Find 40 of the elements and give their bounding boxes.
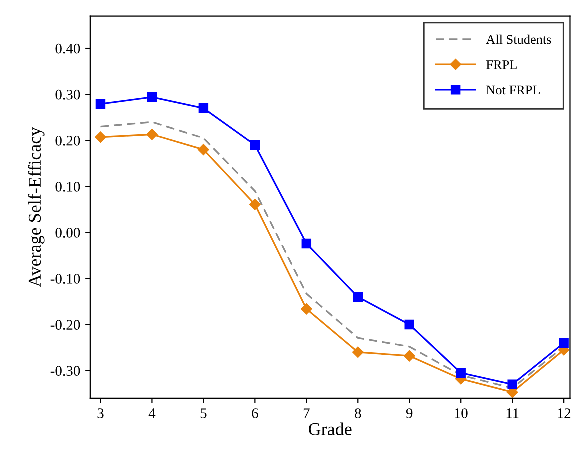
point: [508, 380, 518, 390]
y-axis-title: Average Self-Efficacy: [28, 127, 45, 288]
x-tick-label: 6: [252, 408, 258, 418]
point: [301, 304, 312, 315]
x-tick-label: 8: [355, 408, 362, 418]
y-tick-label: 0.00: [56, 228, 80, 238]
x-tick-label: 3: [98, 408, 104, 418]
x-tick-label: 12: [558, 408, 571, 418]
point: [302, 238, 312, 249]
point: [250, 199, 261, 210]
x-tick-label: 10: [455, 408, 468, 418]
point: [147, 92, 158, 102]
y-tick-label: 0.30: [56, 90, 80, 100]
point: [198, 104, 209, 114]
x-tick-label: 4: [148, 408, 156, 418]
point: [404, 350, 416, 362]
point: [250, 140, 260, 150]
y-tick-label: 0.20: [56, 136, 80, 146]
y-tick-label: 0.40: [56, 44, 80, 54]
point: [559, 338, 569, 348]
x-tick-label: 11: [506, 408, 519, 418]
legend-label: FRPL: [486, 60, 517, 70]
legend-label: Not FRPL: [486, 86, 540, 95]
y-tick-label: -0.20: [50, 320, 80, 330]
point: [95, 132, 106, 143]
x-tick-label: 9: [406, 408, 413, 418]
point: [96, 99, 106, 110]
point: [352, 346, 364, 358]
y-tick-label: 0.10: [56, 182, 80, 192]
point: [198, 144, 210, 156]
legend-label: All Students: [486, 34, 552, 44]
point: [146, 129, 158, 140]
x-tick-label: 7: [304, 408, 310, 418]
point: [404, 320, 414, 330]
point: [353, 292, 363, 302]
y-tick-label: -0.30: [50, 366, 80, 376]
point: [456, 368, 466, 378]
x-tick-label: 5: [200, 408, 207, 418]
x-axis-title: Grade: [309, 422, 352, 436]
y-tick-label: -0.10: [50, 274, 80, 284]
